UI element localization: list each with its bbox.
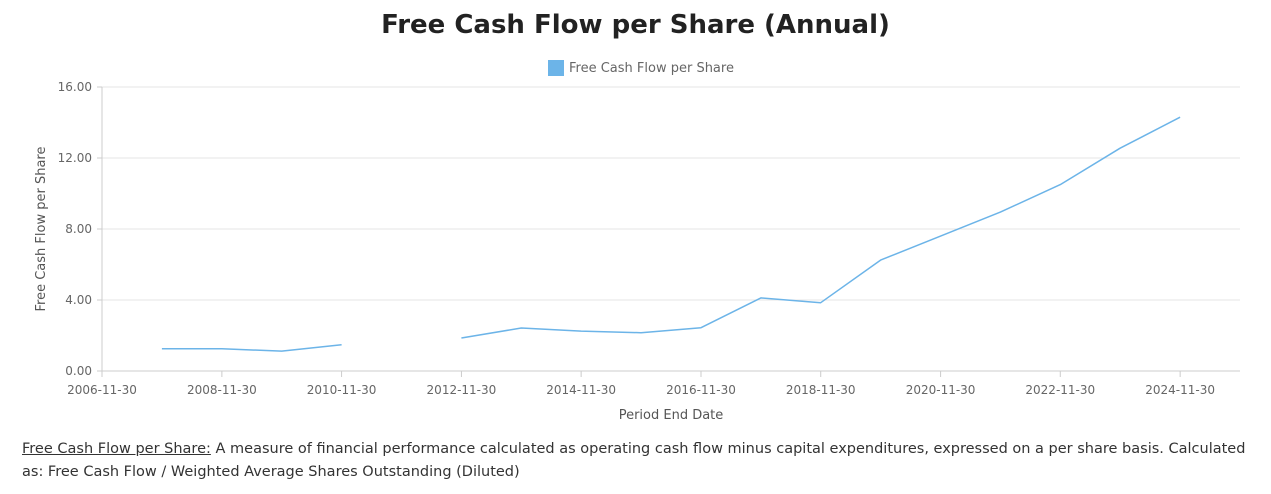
y-tick-label: 16.00 xyxy=(58,80,92,94)
data-point xyxy=(458,335,464,341)
data-point xyxy=(578,328,584,334)
y-tick-label: 0.00 xyxy=(65,364,92,378)
y-tick-label: 8.00 xyxy=(65,222,92,236)
x-tick-label: 2014-11-30 xyxy=(546,383,616,397)
series-line xyxy=(161,343,342,352)
data-point xyxy=(758,295,764,301)
data-point xyxy=(878,257,884,263)
x-tick-label: 2018-11-30 xyxy=(786,383,856,397)
x-axis-title: Period End Date xyxy=(619,408,724,423)
data-point xyxy=(1177,114,1183,120)
data-point xyxy=(938,233,944,239)
data-point xyxy=(1117,145,1123,151)
data-point xyxy=(818,300,824,306)
y-axis-title: Free Cash Flow per Share xyxy=(34,147,49,312)
y-tick-label: 12.00 xyxy=(58,151,92,165)
metric-description: Free Cash Flow per Share: A measure of f… xyxy=(22,438,1257,484)
y-tick-label: 4.00 xyxy=(65,293,92,307)
series-line xyxy=(461,116,1181,339)
data-point xyxy=(997,209,1003,215)
metric-definition: A measure of financial performance calcu… xyxy=(22,441,1246,480)
data-point xyxy=(1057,182,1063,188)
x-tick-label: 2010-11-30 xyxy=(307,383,377,397)
data-point xyxy=(279,348,285,354)
data-point xyxy=(698,325,704,331)
x-tick-label: 2012-11-30 xyxy=(427,383,497,397)
x-tick-label: 2022-11-30 xyxy=(1025,383,1095,397)
x-tick-label: 2016-11-30 xyxy=(666,383,736,397)
data-point xyxy=(219,346,225,352)
metric-term[interactable]: Free Cash Flow per Share: xyxy=(22,441,211,457)
data-point xyxy=(518,325,524,331)
data-point xyxy=(339,342,345,348)
line-chart: 0.00 4.00 8.00 12.00 16.00 2006-11-30 2008-11-… xyxy=(34,80,1240,423)
x-tick-label: 2006-11-30 xyxy=(67,383,137,397)
legend-swatch xyxy=(548,60,564,76)
chart-title: Free Cash Flow per Share (Annual) xyxy=(381,10,890,40)
chart-legend[interactable]: Free Cash Flow per Share xyxy=(548,60,734,76)
legend-label: Free Cash Flow per Share xyxy=(569,60,734,76)
x-tick-label: 2008-11-30 xyxy=(187,383,257,397)
x-tick-label: 2024-11-30 xyxy=(1145,383,1215,397)
data-point xyxy=(159,346,165,352)
data-point xyxy=(638,330,644,336)
x-tick-label: 2020-11-30 xyxy=(906,383,976,397)
